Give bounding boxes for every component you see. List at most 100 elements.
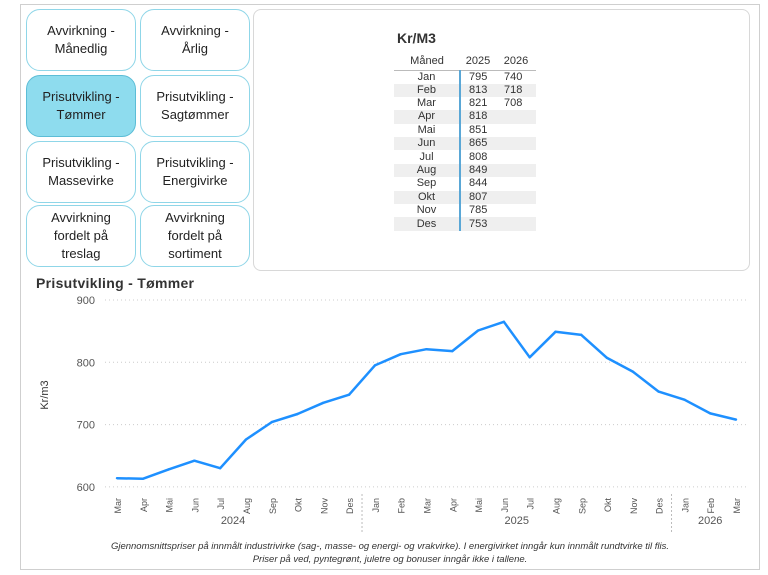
nav-button-label: Avvirkning - Årlig bbox=[161, 23, 229, 56]
x-tick-label: Apr bbox=[139, 498, 149, 512]
footnote: Gjennomsnittspriser på innmålt industriv… bbox=[20, 540, 760, 566]
nav-button-label: Prisutvikling - Sagtømmer bbox=[156, 89, 234, 122]
data-point bbox=[373, 364, 377, 367]
data-point bbox=[631, 370, 635, 373]
data-point bbox=[218, 466, 222, 470]
year-label: 2026 bbox=[698, 515, 722, 527]
table-row: Mai 851 bbox=[394, 123, 536, 138]
table-header-row: Måned 2025 2026 bbox=[394, 52, 536, 70]
nav-button-8[interactable]: Avvirkning fordelt på sortiment bbox=[140, 205, 250, 267]
data-point bbox=[476, 329, 480, 332]
y-tick-label: 700 bbox=[77, 420, 95, 432]
cell-month: Jul bbox=[394, 150, 461, 164]
table-row: Jun 865 bbox=[394, 137, 536, 151]
data-point bbox=[425, 348, 428, 351]
x-tick-label: Jul bbox=[526, 498, 536, 510]
data-point bbox=[528, 356, 531, 359]
data-point bbox=[193, 459, 196, 462]
x-tick-label: Aug bbox=[551, 498, 561, 514]
cell-month: Jun bbox=[394, 137, 461, 151]
y-tick-label: 800 bbox=[77, 357, 95, 369]
cell-2026 bbox=[496, 204, 536, 217]
cell-month: Mar bbox=[394, 96, 461, 111]
x-tick-label: Des bbox=[655, 498, 665, 515]
table-row: Jan 795 740 bbox=[394, 70, 536, 84]
cell-month: Aug bbox=[394, 163, 461, 178]
x-tick-label: Nov bbox=[319, 498, 329, 515]
cell-2026: 740 bbox=[504, 70, 523, 83]
nav-button-label: Prisutvikling - Tømmer bbox=[42, 89, 120, 122]
cell-month: Sep bbox=[394, 177, 461, 191]
header-2025: 2025 bbox=[465, 54, 491, 67]
x-tick-label: Apr bbox=[448, 498, 458, 512]
cell-2026 bbox=[496, 150, 536, 163]
cell-month: Feb bbox=[394, 83, 461, 97]
nav-button-label: Prisutvikling - Massevirke bbox=[42, 155, 120, 188]
table-row: Okt 807 bbox=[394, 190, 536, 205]
cell-month: Mai bbox=[394, 123, 461, 138]
nav-button-3[interactable]: Prisutvikling - Tømmer bbox=[26, 75, 136, 137]
price-table: Måned 2025 2026 Jan 795 740 Feb 813 718 Mar 821… bbox=[394, 52, 536, 231]
cell-2026 bbox=[496, 163, 536, 178]
data-point bbox=[399, 352, 402, 356]
cell-2025: 813 bbox=[460, 83, 496, 97]
table-row: Apr 818 bbox=[394, 110, 536, 124]
x-tick-label: Aug bbox=[242, 498, 252, 514]
y-axis-label: Kr/m3 bbox=[39, 380, 51, 409]
data-point bbox=[580, 333, 583, 337]
table-row: Jul 808 bbox=[394, 150, 536, 164]
cell-2025: 818 bbox=[460, 110, 496, 124]
data-point bbox=[605, 356, 609, 360]
cell-month: Apr bbox=[394, 110, 461, 124]
x-tick-label: Mai bbox=[165, 498, 175, 513]
year-label: 2025 bbox=[505, 515, 529, 527]
nav-button-4[interactable]: Prisutvikling - Sagtømmer bbox=[140, 75, 250, 137]
series-line bbox=[116, 320, 737, 481]
cell-month: Jan bbox=[394, 70, 461, 84]
cell-2026: 718 bbox=[496, 83, 536, 97]
data-point bbox=[141, 477, 144, 480]
cell-2025: 753 bbox=[460, 217, 496, 231]
header-2026: 2026 bbox=[503, 54, 529, 67]
data-point bbox=[115, 476, 119, 480]
data-point bbox=[244, 438, 248, 441]
cell-2026 bbox=[496, 177, 536, 190]
cell-2025: 808 bbox=[469, 150, 488, 163]
data-point bbox=[270, 420, 273, 424]
y-tick-label: 600 bbox=[77, 482, 95, 494]
nav-button-1[interactable]: Avvirkning - Månedlig bbox=[26, 9, 136, 71]
data-point bbox=[554, 330, 557, 333]
x-tick-label: Nov bbox=[629, 498, 639, 515]
cell-2025: 785 bbox=[469, 204, 488, 217]
cell-2025: 795 bbox=[469, 70, 488, 83]
nav-button-2[interactable]: Avvirkning - Årlig bbox=[140, 9, 250, 71]
x-tick-label: Jul bbox=[216, 498, 226, 510]
cell-2026 bbox=[496, 137, 536, 151]
price-table-card: Kr/M3 Måned 2025 2026 Jan 795 740 Feb 813 718… bbox=[253, 9, 750, 271]
data-point bbox=[451, 349, 454, 353]
cell-2026: 708 bbox=[504, 97, 523, 110]
x-tick-label: Feb bbox=[397, 498, 407, 514]
data-point bbox=[657, 390, 660, 393]
x-tick-label: Mar bbox=[113, 498, 123, 514]
x-tick-label: Okt bbox=[603, 498, 613, 513]
x-tick-label: Okt bbox=[294, 498, 304, 513]
footnote-line-1: Gjennomsnittspriser på innmålt industriv… bbox=[110, 541, 670, 552]
data-point bbox=[296, 412, 299, 416]
x-tick-label: Jun bbox=[500, 498, 510, 513]
y-tick-label: 900 bbox=[77, 295, 95, 307]
data-point bbox=[683, 398, 686, 401]
table-row: Mar 821 708 bbox=[394, 96, 536, 111]
cell-2025: 844 bbox=[469, 177, 488, 190]
cell-2025: 851 bbox=[469, 123, 488, 136]
nav-button-7[interactable]: Avvirkning fordelt på treslag bbox=[26, 205, 136, 267]
x-tick-label: Jun bbox=[190, 498, 200, 513]
nav-button-label: Avvirkning fordelt på treslag bbox=[51, 210, 111, 261]
data-point bbox=[322, 401, 325, 404]
table-title: Kr/M3 bbox=[397, 30, 436, 46]
x-tick-label: Feb bbox=[706, 498, 716, 514]
nav-button-5[interactable]: Prisutvikling - Massevirke bbox=[26, 141, 136, 203]
nav-button-6[interactable]: Prisutvikling - Energivirke bbox=[140, 141, 250, 203]
cell-2026 bbox=[496, 190, 536, 205]
cell-month: Nov bbox=[394, 204, 461, 218]
